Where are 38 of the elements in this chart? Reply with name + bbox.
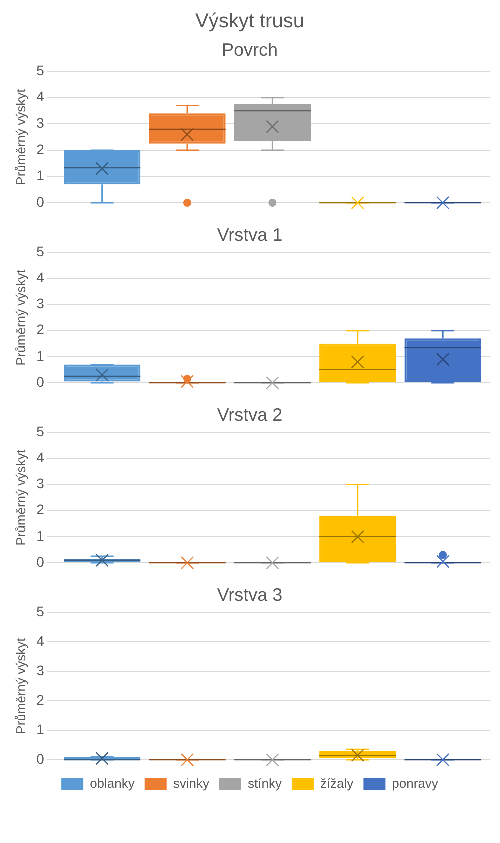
- y-tick-label: 1: [36, 168, 45, 184]
- y-tick-label: 0: [36, 374, 45, 390]
- y-tick-label: 2: [36, 322, 45, 338]
- y-tick-label: 5: [36, 243, 45, 260]
- y-tick-label: 2: [36, 141, 45, 158]
- y-tick-label: 2: [36, 692, 45, 708]
- legend-label: oblanky: [90, 776, 136, 792]
- chart-title: Výskyt trusu: [196, 10, 304, 33]
- y-tick-label: 3: [36, 476, 45, 492]
- legend-label: stínky: [248, 776, 282, 792]
- chart-title: Vrstva 3: [217, 584, 283, 605]
- chart-subtitle: Povrch: [222, 40, 278, 60]
- y-axis-title: Průměrný výskyt: [13, 638, 28, 734]
- y-tick-label: 2: [36, 502, 45, 518]
- y-tick-label: 4: [36, 88, 45, 105]
- y-tick-label: 3: [36, 115, 45, 132]
- chart-title: Vrstva 2: [217, 404, 283, 425]
- y-tick-label: 0: [36, 194, 45, 210]
- y-tick-label: 0: [36, 750, 45, 767]
- y-tick-label: 3: [36, 662, 45, 678]
- y-tick-label: 5: [36, 62, 45, 78]
- y-tick-label: 1: [36, 528, 45, 544]
- y-tick-label: 4: [36, 270, 45, 286]
- legend-label: žížaly: [320, 776, 354, 792]
- y-tick-label: 1: [36, 721, 45, 738]
- y-tick-label: 1: [36, 348, 45, 364]
- y-tick-label: 4: [36, 632, 45, 649]
- y-tick-label: 5: [36, 423, 45, 440]
- y-tick-label: 3: [36, 296, 45, 312]
- legend-label: ponravy: [392, 776, 439, 792]
- y-axis-title: Průměrný výskyt: [13, 449, 28, 546]
- y-axis-title: Průměrný výskyt: [13, 269, 28, 366]
- y-tick-label: 0: [36, 554, 45, 570]
- y-tick-label: 4: [36, 450, 45, 466]
- legend-label: svinky: [173, 776, 210, 792]
- chart-title: Vrstva 1: [217, 224, 283, 245]
- y-tick-label: 5: [36, 603, 45, 620]
- y-axis-title: Průměrný výskyt: [13, 88, 28, 186]
